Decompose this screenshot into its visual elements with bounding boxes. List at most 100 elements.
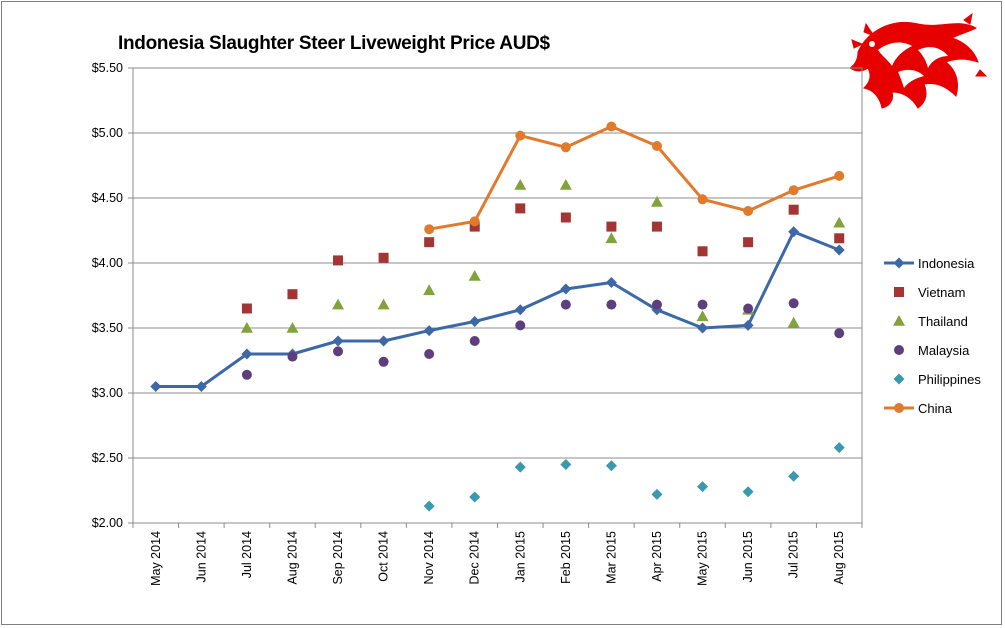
x-tick-label: May 2015	[696, 531, 710, 586]
data-point-thailand	[332, 298, 345, 310]
legend: Indonesia Vietnam Thailand Malaysia Philippi…	[884, 256, 981, 416]
data-point-indonesia	[241, 348, 253, 360]
y-tick-label: $3.00	[92, 386, 123, 400]
data-point-thailand	[833, 216, 846, 228]
data-point-philippines	[742, 486, 754, 498]
data-point-china	[515, 130, 526, 141]
data-point-thailand	[468, 270, 481, 281]
data-point-philippines	[514, 461, 526, 473]
data-point-malaysia	[333, 346, 344, 357]
y-tick-labels: $2.00 $2.50 $3.00 $3.50 $4.00 $4.50 $5.00 $5.50	[92, 61, 123, 530]
data-point-malaysia	[788, 298, 799, 309]
series-thailand	[240, 179, 846, 333]
data-point-indonesia	[697, 322, 709, 334]
data-point-china	[469, 216, 480, 227]
data-point-vietnam	[287, 289, 298, 300]
data-point-malaysia	[606, 299, 617, 310]
series-line-indonesia	[155, 230, 840, 388]
data-point-malaysia	[743, 303, 754, 314]
data-point-indonesia	[150, 381, 162, 392]
data-point-malaysia	[287, 351, 298, 362]
data-point-malaysia	[424, 349, 435, 359]
legend-marker-thailand	[893, 315, 905, 326]
legend-label-china: China	[918, 401, 953, 416]
data-point-vietnam	[788, 204, 799, 215]
data-point-philippines	[469, 491, 481, 503]
data-point-thailand	[514, 179, 527, 190]
data-point-vietnam	[333, 255, 344, 266]
y-tick-label: $4.00	[92, 256, 123, 270]
series-vietnam	[241, 203, 845, 314]
x-tick-labels: May 2014 Jun 2014 Jul 2014 Aug 2014 Sep 2014…	[149, 531, 846, 586]
data-point-vietnam	[560, 212, 571, 223]
x-tick-label: Aug 2014	[285, 531, 299, 585]
series-layer	[150, 121, 846, 512]
data-point-malaysia	[469, 336, 480, 346]
x-tick-label: Feb 2015	[559, 531, 573, 584]
data-point-philippines	[651, 488, 663, 500]
x-tick-label: Apr 2015	[650, 531, 664, 582]
data-point-thailand	[559, 179, 572, 190]
data-point-china	[424, 224, 435, 235]
legend-marker-vietnam	[894, 287, 904, 297]
data-point-vietnam	[606, 221, 617, 232]
data-point-malaysia	[515, 320, 526, 331]
plot-area-border	[132, 67, 863, 524]
data-point-indonesia	[605, 277, 617, 288]
legend-item-vietnam: Vietnam	[894, 285, 965, 300]
legend-label-indonesia: Indonesia	[918, 256, 975, 271]
data-point-china	[651, 141, 662, 151]
legend-marker-indonesia	[893, 257, 905, 269]
legend-marker-malaysia	[894, 345, 904, 355]
legend-item-philippines: Philippines	[893, 372, 981, 387]
x-tick-label: Oct 2014	[377, 531, 391, 582]
legend-item-china: China	[884, 401, 953, 416]
data-point-china	[606, 121, 617, 132]
data-point-philippines	[605, 460, 617, 472]
x-tick-label: Jun 2014	[194, 531, 208, 582]
data-point-malaysia	[651, 299, 662, 310]
chart-title: Indonesia Slaughter Steer Liveweight Pri…	[118, 33, 550, 54]
x-tick-label: Jan 2015	[513, 531, 527, 582]
data-point-china	[743, 206, 754, 216]
data-point-indonesia	[514, 304, 526, 316]
legend-item-indonesia: Indonesia	[884, 256, 975, 271]
data-point-malaysia	[834, 328, 845, 339]
y-tick-label: $2.50	[92, 451, 123, 465]
legend-label-vietnam: Vietnam	[918, 285, 965, 300]
data-point-vietnam	[378, 252, 389, 263]
legend-label-thailand: Thailand	[918, 314, 968, 329]
x-tick-label: Aug 2015	[832, 531, 846, 585]
y-tick-label: $5.00	[92, 126, 123, 140]
data-point-malaysia	[697, 299, 708, 310]
data-point-vietnam	[241, 303, 252, 314]
y-tick-label: $3.50	[92, 321, 123, 335]
legend-item-malaysia: Malaysia	[894, 343, 970, 358]
data-point-thailand	[605, 232, 618, 244]
data-point-thailand	[286, 322, 299, 333]
data-point-vietnam	[834, 233, 845, 244]
data-point-vietnam	[651, 221, 662, 232]
data-point-thailand	[240, 322, 253, 333]
y-tick-label: $4.50	[92, 191, 123, 205]
dragon-logo	[849, 12, 988, 109]
data-point-indonesia	[332, 335, 344, 347]
data-point-indonesia	[833, 244, 845, 256]
legend-label-philippines: Philippines	[918, 372, 981, 387]
axes	[128, 67, 863, 528]
data-point-vietnam	[697, 246, 708, 257]
data-point-vietnam	[424, 237, 435, 248]
gridlines	[133, 67, 862, 524]
data-point-philippines	[423, 500, 435, 512]
data-point-thailand	[423, 284, 436, 296]
y-tick-label: $2.00	[92, 516, 123, 530]
data-point-thailand	[696, 310, 709, 322]
x-tick-label: Nov 2014	[422, 531, 436, 585]
data-point-philippines	[833, 442, 845, 454]
data-point-indonesia	[788, 226, 800, 238]
data-point-indonesia	[469, 316, 481, 327]
data-point-china	[560, 142, 571, 153]
data-point-thailand	[787, 316, 800, 328]
